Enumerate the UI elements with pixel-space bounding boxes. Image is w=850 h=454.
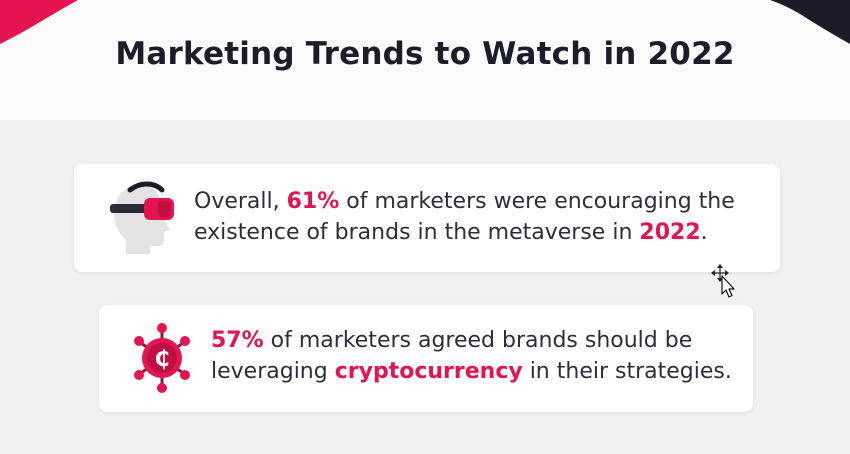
corner-decoration-left (0, 0, 78, 44)
stat-text-metaverse: Overall, 61% of marketers were encouragi… (194, 189, 735, 245)
header-band (0, 0, 850, 120)
stat-value-61: 61% (286, 189, 340, 214)
stat-card-cryptocurrency: ₵ 57% of marketers agreed brands should … (99, 305, 753, 412)
svg-text:₵: ₵ (154, 347, 169, 372)
cryptocurrency-icon: ₵ (134, 323, 190, 393)
stat-year-2022: 2022 (639, 220, 701, 245)
stat-keyword-cryptocurrency: cryptocurrency (334, 359, 523, 384)
corner-decoration-right (770, 0, 850, 44)
move-cursor-icon (711, 264, 735, 298)
vr-headset-icon (110, 181, 174, 254)
stat-card-metaverse: Overall, 61% of marketers were encouragi… (74, 164, 780, 272)
stat-value-57: 57% (211, 328, 264, 353)
stat-text-cryptocurrency: 57% of marketers agreed brands should be… (211, 328, 732, 384)
page-title: Marketing Trends to Watch in 2022 (115, 36, 735, 72)
